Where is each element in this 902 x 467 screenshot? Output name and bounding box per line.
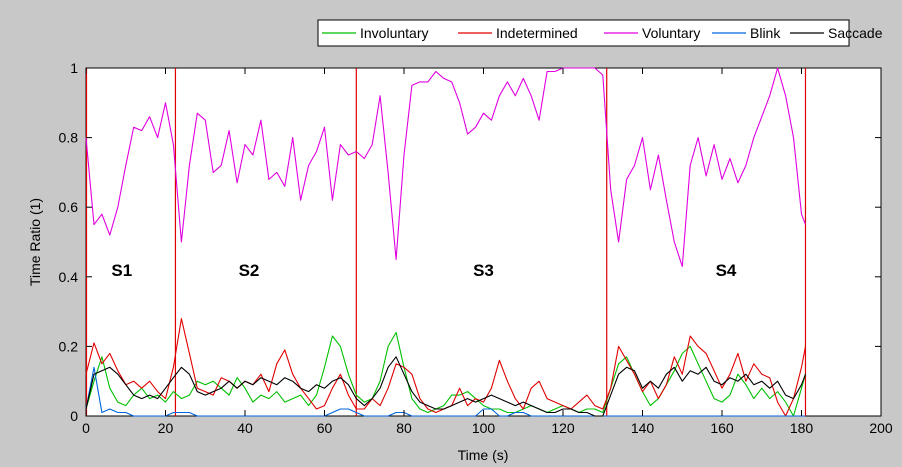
y-axis: 0 0.2 0.4 0.6 0.8 1 [59, 60, 881, 424]
y-tick-label: 0.8 [59, 130, 79, 146]
legend-label: Voluntary [642, 25, 700, 41]
data-series [85, 67, 807, 417]
legend-box [317, 19, 850, 47]
x-tick-label: 120 [551, 420, 575, 436]
x-tick-label: 100 [472, 420, 496, 436]
x-tick-label: 160 [710, 420, 734, 436]
segment-label: S2 [239, 261, 260, 280]
x-tick-label: 80 [396, 420, 412, 436]
series-line-voluntary [85, 67, 807, 267]
x-tick-label: 0 [82, 420, 90, 436]
y-tick-label: 0.6 [59, 199, 79, 215]
plot-area [85, 67, 882, 417]
segment-label: S1 [111, 261, 132, 280]
legend-label: Saccade [828, 25, 883, 41]
legend-item-voluntary: Voluntary [604, 25, 700, 41]
x-tick-label: 20 [158, 420, 174, 436]
y-tick-label: 1 [70, 60, 78, 76]
segment-label: S3 [473, 261, 494, 280]
series-line-saccade [85, 356, 807, 417]
y-tick-label: 0 [70, 408, 78, 424]
x-tick-label: 180 [790, 420, 814, 436]
x-tick-label: 200 [869, 420, 893, 436]
segment-label: S4 [716, 261, 737, 280]
y-tick-label: 0.2 [59, 338, 79, 354]
x-tick-label: 140 [631, 420, 655, 436]
y-tick-label: 0.4 [59, 269, 79, 285]
segment-labels: S1 S2 S3 S4 [111, 261, 737, 280]
y-axis-label: Time Ratio (1) [27, 198, 43, 286]
legend-label: Blink [750, 25, 781, 41]
legend-item-saccade: Saccade [790, 25, 883, 41]
legend: Involuntary Indetermined Voluntary Blink Sac… [317, 19, 883, 47]
x-axis: 0 20 40 60 80 100 120 140 160 180 200 [82, 68, 893, 436]
series-line-involuntary [85, 331, 807, 417]
x-tick-label: 60 [317, 420, 333, 436]
x-axis-label: Time (s) [458, 447, 509, 463]
legend-item-involuntary: Involuntary [322, 25, 428, 41]
legend-item-indetermined: Indetermined [458, 25, 578, 41]
legend-label: Indetermined [496, 25, 578, 41]
legend-label: Involuntary [360, 25, 428, 41]
series-line-blink [85, 366, 806, 417]
x-tick-label: 40 [237, 420, 253, 436]
legend-item-blink: Blink [712, 25, 781, 41]
